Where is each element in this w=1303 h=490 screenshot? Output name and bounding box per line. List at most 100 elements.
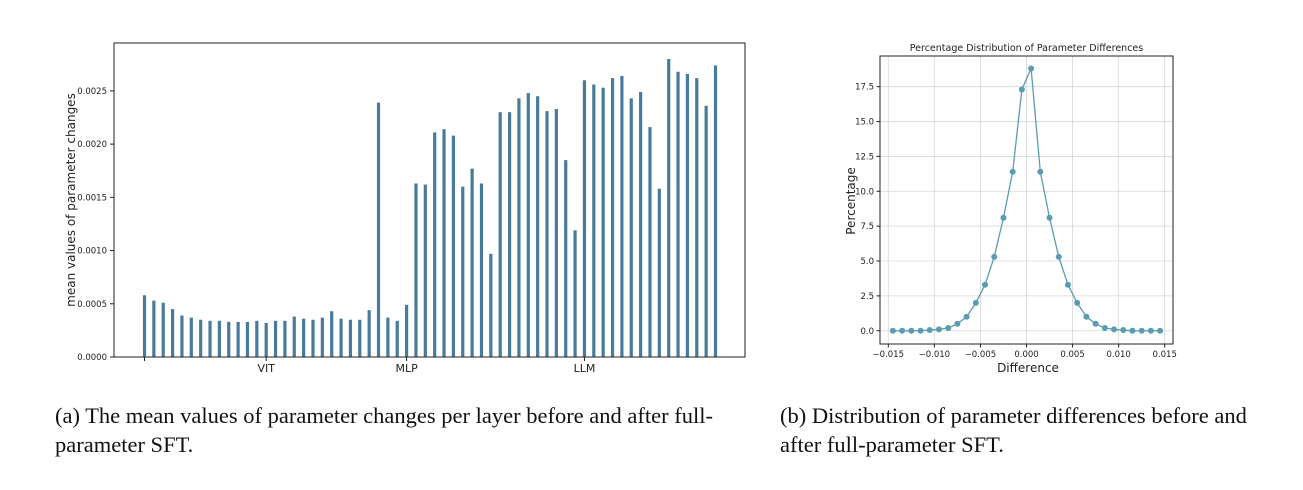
y-tick-label: 5.0 [860,257,874,267]
bar [273,320,278,357]
x-axis-label: Difference [997,361,1059,375]
data-point [935,326,942,333]
y-tick-label: 0.0025 [77,87,107,97]
y-tick-label: 12.5 [855,152,874,162]
caption-a: (a) The mean values of parameter changes… [55,403,713,457]
bar [536,96,540,357]
bar [142,295,147,357]
bar [554,108,558,357]
y-tick-label: 0.0000 [77,353,107,363]
bar [526,93,530,358]
bar [358,319,362,357]
bar [498,112,502,358]
bar [161,302,165,357]
data-point [1083,313,1090,320]
bar [330,311,334,357]
y-tick-label: 0.0005 [77,300,107,310]
bar [189,317,193,357]
y-tick-label: 0.0010 [77,247,107,257]
bar [461,186,465,357]
x-tick-label: 0.005 [1060,350,1084,360]
bar [433,132,437,357]
bar [302,318,306,357]
y-tick-label: 2.5 [860,292,874,302]
data-point [1055,253,1062,260]
x-tick-label: 0.000 [1014,350,1038,360]
y-tick-label: 15.0 [855,118,874,128]
x-tick-label: −0.005 [965,350,996,360]
bar [386,317,390,357]
bar [545,111,549,357]
bar-chart-layer-changes: 0.0000 0.0005 0.0010 0.0015 0.0020 0.0025 VIT… [64,42,746,375]
data-point [972,299,979,306]
group-label: MLP [395,362,418,375]
data-point [1028,65,1035,72]
y-tick-label: 0.0 [860,327,874,337]
data-point [1000,214,1007,221]
bar [648,127,652,357]
y-tick-label: 17.5 [855,83,874,93]
y-axis-label: Percentage [844,167,858,235]
bar [320,317,324,357]
bar [227,321,231,357]
bar [704,105,708,357]
data-point [945,324,952,331]
bar [629,98,633,357]
data-point [1138,327,1145,334]
data-point [899,327,906,334]
x-tick-label: −0.015 [873,350,904,360]
data-point [1074,299,1081,306]
plot-frame [879,55,1174,345]
bar [404,304,409,357]
bar [442,129,446,357]
bar [470,168,474,357]
bar [573,230,577,357]
group-label: LLM [574,362,596,375]
bar [283,320,287,357]
chart-title: Percentage Distribution of Parameter Dif… [910,43,1144,54]
bar [620,75,624,357]
data-point [1120,327,1127,334]
bar [592,84,596,357]
data-point [1046,214,1053,221]
bar [348,319,353,357]
bar [685,73,690,357]
group-label: VIT [257,362,275,375]
bar [489,253,493,357]
y-tick-label: 0.0015 [77,193,107,203]
data-point [991,253,998,260]
caption-b: (b) Distribution of parameter difference… [780,403,1247,457]
data-point [963,313,970,320]
bar [451,135,456,357]
bar [582,80,587,357]
x-tick-label: 0.015 [1153,350,1177,360]
bar [601,87,605,358]
data-point [954,320,961,327]
x-tick-label: −0.010 [919,350,950,360]
data-point [1037,168,1044,175]
bar [610,78,615,357]
bar [180,315,184,357]
bar [695,78,699,357]
bar [208,320,212,357]
bar [507,112,512,358]
bar [517,98,521,357]
data-point [1018,86,1025,93]
data-point [982,281,989,288]
bar [264,322,268,357]
bar [376,102,381,357]
y-axis-label: mean values of parameter changes [64,93,78,307]
data-point [1092,320,1099,327]
y-tick-label: 7.5 [860,222,874,232]
data-point [1147,327,1154,334]
bar [255,320,259,357]
bar [292,316,296,357]
data-point [1064,281,1071,288]
y-tick-label: 10.0 [855,187,874,197]
bar [217,320,221,357]
data-point [1129,327,1136,334]
data-point [908,327,915,334]
plot-frame [113,42,746,358]
bar [479,183,484,357]
bar [152,300,156,357]
